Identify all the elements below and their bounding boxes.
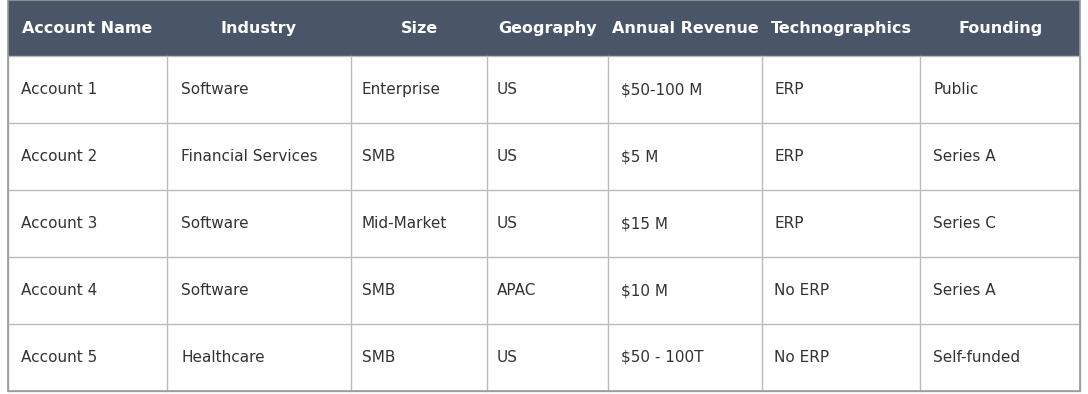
Bar xyxy=(762,257,920,324)
Text: US: US xyxy=(497,350,518,365)
Text: Software: Software xyxy=(182,82,249,97)
Bar xyxy=(920,190,1080,257)
Bar xyxy=(351,324,487,391)
Text: $50-100 M: $50-100 M xyxy=(620,82,702,97)
Bar xyxy=(487,56,608,123)
Text: Financial Services: Financial Services xyxy=(182,149,318,164)
Text: No ERP: No ERP xyxy=(775,283,829,298)
Text: SMB: SMB xyxy=(362,350,395,365)
Bar xyxy=(762,0,920,56)
Text: Account 5: Account 5 xyxy=(21,350,97,365)
Text: Series C: Series C xyxy=(934,216,996,231)
Bar xyxy=(8,324,166,391)
Text: Account 4: Account 4 xyxy=(21,283,97,298)
Bar xyxy=(608,324,762,391)
Text: Series A: Series A xyxy=(934,283,996,298)
Bar xyxy=(8,56,166,123)
Text: ERP: ERP xyxy=(775,216,804,231)
Text: Software: Software xyxy=(182,283,249,298)
Bar xyxy=(166,257,351,324)
Bar xyxy=(608,123,762,190)
Bar xyxy=(351,56,487,123)
Text: US: US xyxy=(497,82,518,97)
Bar xyxy=(166,190,351,257)
Text: Account Name: Account Name xyxy=(22,20,152,35)
Bar xyxy=(487,190,608,257)
Bar xyxy=(351,257,487,324)
Bar xyxy=(608,0,762,56)
Text: No ERP: No ERP xyxy=(775,350,829,365)
Bar xyxy=(487,123,608,190)
Bar xyxy=(487,257,608,324)
Text: Self-funded: Self-funded xyxy=(934,350,1021,365)
Text: Series A: Series A xyxy=(934,149,996,164)
Text: Founding: Founding xyxy=(959,20,1042,35)
Text: Industry: Industry xyxy=(221,20,297,35)
Bar xyxy=(166,123,351,190)
Text: $10 M: $10 M xyxy=(620,283,668,298)
Text: Public: Public xyxy=(934,82,978,97)
Bar xyxy=(608,56,762,123)
Text: Account 3: Account 3 xyxy=(21,216,97,231)
Text: Annual Revenue: Annual Revenue xyxy=(611,20,758,35)
Bar xyxy=(487,0,608,56)
Bar xyxy=(166,0,351,56)
Text: Account 2: Account 2 xyxy=(21,149,97,164)
Text: ERP: ERP xyxy=(775,82,804,97)
Bar xyxy=(8,0,166,56)
Bar xyxy=(920,257,1080,324)
Text: ERP: ERP xyxy=(775,149,804,164)
Bar xyxy=(762,56,920,123)
Text: Geography: Geography xyxy=(498,20,597,35)
Bar xyxy=(351,123,487,190)
Bar xyxy=(166,324,351,391)
Bar xyxy=(920,324,1080,391)
Bar xyxy=(920,0,1080,56)
Text: Enterprise: Enterprise xyxy=(362,82,441,97)
Text: Mid-Market: Mid-Market xyxy=(362,216,447,231)
Bar xyxy=(762,324,920,391)
Text: US: US xyxy=(497,149,518,164)
Text: SMB: SMB xyxy=(362,149,395,164)
Text: US: US xyxy=(497,216,518,231)
Bar xyxy=(608,190,762,257)
Text: $15 M: $15 M xyxy=(620,216,668,231)
Text: SMB: SMB xyxy=(362,283,395,298)
Text: Technographics: Technographics xyxy=(770,20,912,35)
Text: Healthcare: Healthcare xyxy=(182,350,265,365)
Text: Size: Size xyxy=(400,20,437,35)
Text: $5 M: $5 M xyxy=(620,149,658,164)
Bar xyxy=(351,0,487,56)
Text: APAC: APAC xyxy=(497,283,536,298)
Bar xyxy=(8,190,166,257)
Text: Software: Software xyxy=(182,216,249,231)
Text: $50 - 100T: $50 - 100T xyxy=(620,350,703,365)
Bar xyxy=(8,257,166,324)
Bar xyxy=(920,123,1080,190)
Bar xyxy=(487,324,608,391)
Bar xyxy=(351,190,487,257)
Bar xyxy=(166,56,351,123)
Bar xyxy=(608,257,762,324)
Bar xyxy=(762,190,920,257)
Bar xyxy=(8,123,166,190)
Text: Account 1: Account 1 xyxy=(21,82,97,97)
Bar xyxy=(920,56,1080,123)
Bar xyxy=(762,123,920,190)
